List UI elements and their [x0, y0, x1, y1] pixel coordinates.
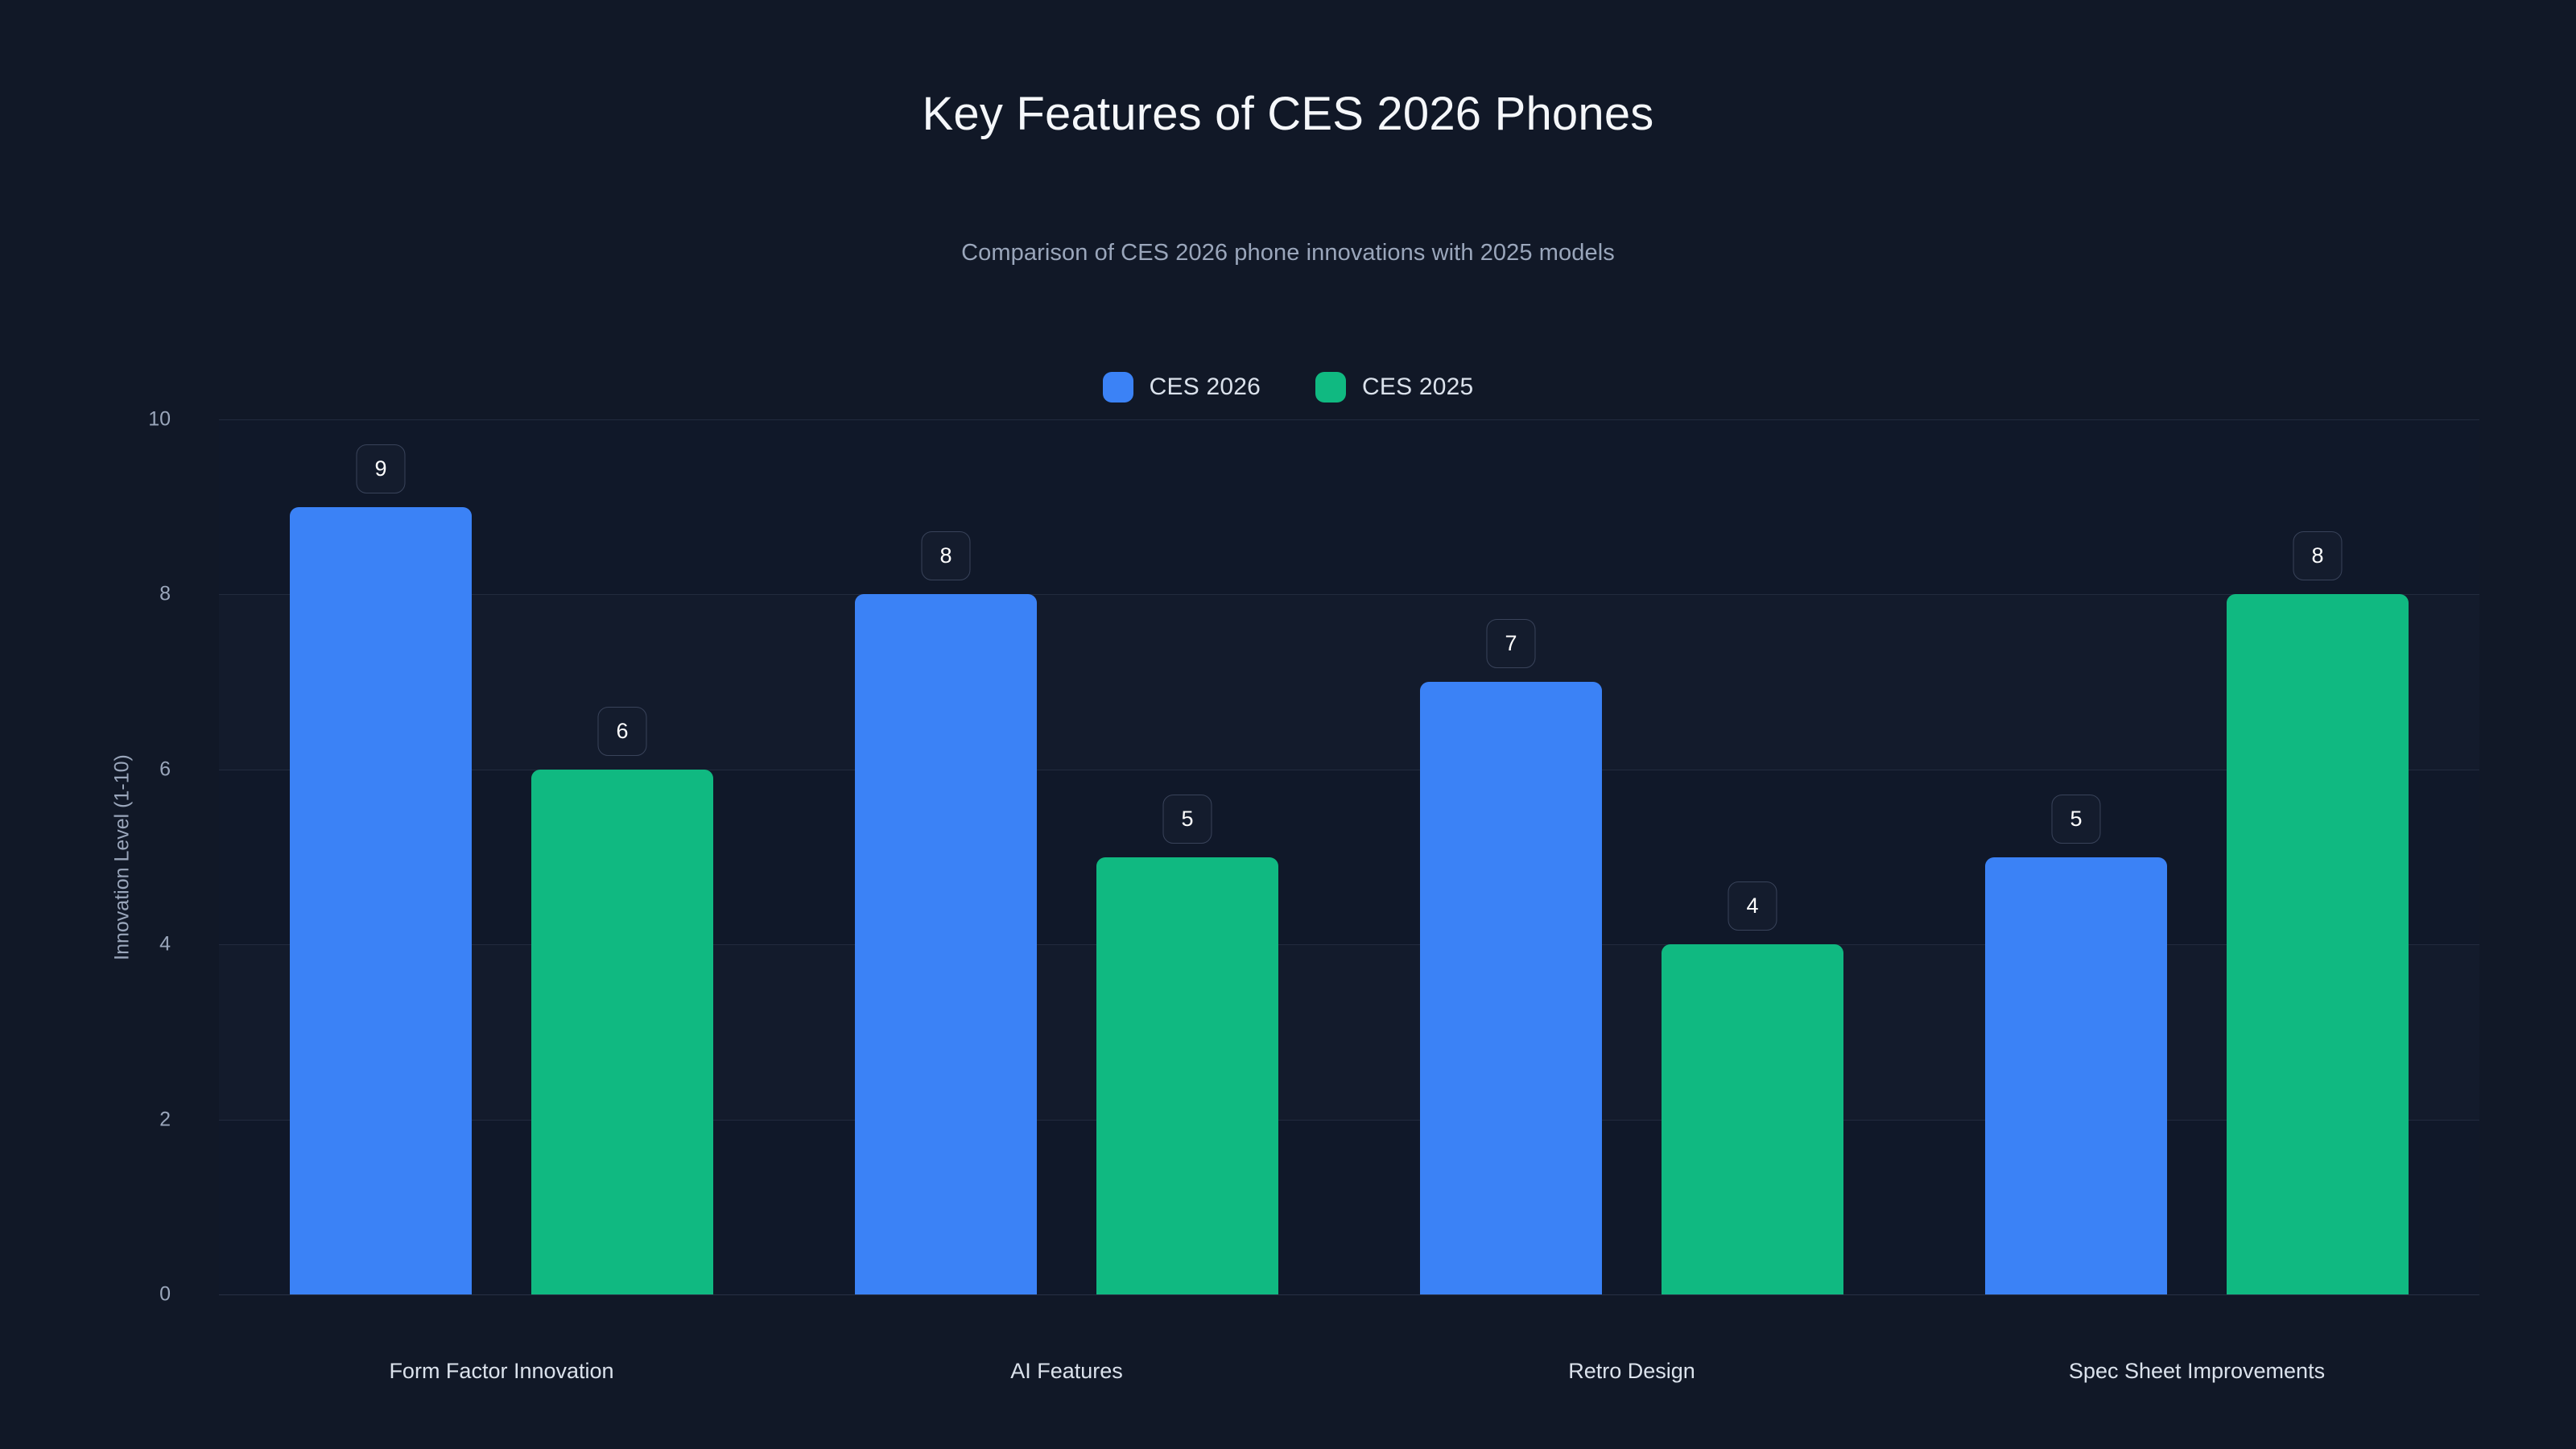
- chart-subtitle: Comparison of CES 2026 phone innovations…: [961, 240, 1615, 266]
- bar-ces-2026-ai-features[interactable]: [855, 594, 1037, 1294]
- legend-item-ces-2025[interactable]: CES 2025: [1315, 372, 1473, 402]
- y-gridline: [219, 594, 2479, 596]
- bar-ces-2025-retro-design[interactable]: [1662, 944, 1843, 1294]
- plot-band: [219, 419, 2479, 595]
- plot-area: [219, 419, 2479, 1295]
- bar-ces-2026-form-factor-innovation[interactable]: [290, 506, 472, 1294]
- bar-ces-2025-ai-features[interactable]: [1096, 857, 1278, 1294]
- legend-swatch-icon-ces-2026: [1102, 372, 1133, 402]
- chart-title: Key Features of CES 2026 Phones: [922, 88, 1654, 140]
- y-axis-tick-label: 4: [159, 932, 171, 956]
- y-gridline: [219, 419, 2479, 420]
- x-axis-category-label: Retro Design: [1568, 1359, 1695, 1383]
- chart-legend: CES 2026 CES 2025: [0, 372, 2576, 402]
- bar-ces-2025-form-factor-innovation[interactable]: [531, 769, 713, 1294]
- y-axis-tick-label: 0: [159, 1282, 171, 1306]
- x-axis-category-label: Spec Sheet Improvements: [2068, 1359, 2326, 1383]
- x-axis-category-label: AI Features: [1010, 1359, 1123, 1383]
- bar-ces-2026-spec-sheet-improvements[interactable]: [1985, 857, 2167, 1294]
- y-gridline: [219, 1294, 2479, 1295]
- y-axis-tick-label: 8: [159, 582, 171, 605]
- bar-ces-2025-spec-sheet-improvements[interactable]: [2227, 594, 2409, 1294]
- y-gridline: [219, 944, 2479, 946]
- legend-label-ces-2026: CES 2026: [1149, 374, 1261, 400]
- y-axis-tick-label: 2: [159, 1108, 171, 1131]
- y-axis-tick-label: 10: [148, 407, 171, 431]
- y-axis-tick-label: 6: [159, 758, 171, 781]
- legend-label-ces-2025: CES 2025: [1362, 374, 1474, 400]
- legend-swatch-icon-ces-2025: [1315, 372, 1346, 402]
- x-axis-category-label: Form Factor Innovation: [389, 1359, 614, 1383]
- bar-ces-2026-retro-design[interactable]: [1420, 682, 1602, 1294]
- legend-item-ces-2026[interactable]: CES 2026: [1102, 372, 1261, 402]
- y-axis-title: Innovation Level (1-10): [110, 753, 134, 960]
- y-gridline: [219, 1119, 2479, 1121]
